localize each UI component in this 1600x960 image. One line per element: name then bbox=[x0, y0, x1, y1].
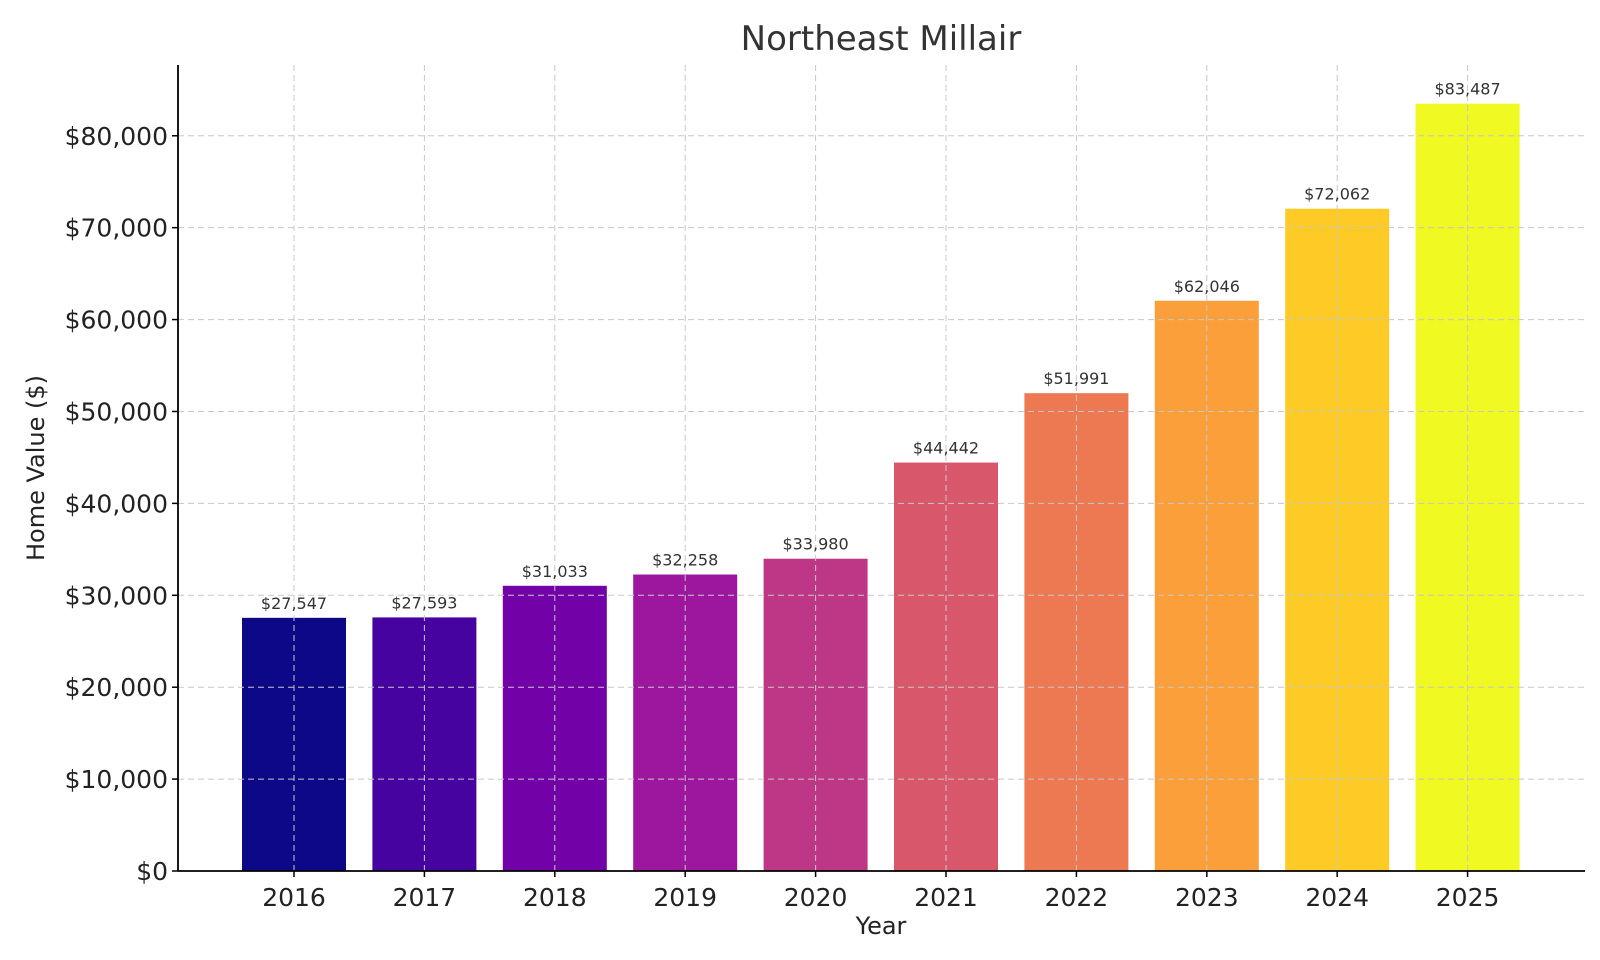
x-tick-label: 2018 bbox=[523, 883, 587, 912]
bar-value-label: $31,033 bbox=[522, 562, 588, 581]
y-tick-label: $80,000 bbox=[65, 122, 168, 151]
axes-layer bbox=[177, 65, 1585, 872]
bar-value-label: $27,593 bbox=[391, 593, 457, 612]
bar-value-label: $33,980 bbox=[783, 535, 849, 554]
bar-value-label: $51,991 bbox=[1043, 369, 1109, 388]
y-tick-label: $50,000 bbox=[65, 397, 168, 426]
x-tick-label: 2016 bbox=[262, 883, 326, 912]
x-tick-label: 2024 bbox=[1305, 883, 1369, 912]
y-tick-label: $40,000 bbox=[65, 489, 168, 518]
x-tick-label: 2022 bbox=[1045, 883, 1109, 912]
y-axis-label: Home Value ($) bbox=[22, 375, 50, 561]
y-tick-label: $70,000 bbox=[65, 214, 168, 243]
y-tick-label: $30,000 bbox=[65, 581, 168, 610]
y-tick-label: $20,000 bbox=[65, 673, 168, 702]
chart-title: Northeast Millair bbox=[741, 19, 1022, 59]
x-ticks: 2016 2017 2018 2019 2020 2021 2022 2023 2024 2025 bbox=[262, 871, 1499, 912]
x-tick-label: 2017 bbox=[393, 883, 457, 912]
bar-value-label: $83,487 bbox=[1435, 80, 1501, 99]
bars-layer bbox=[242, 103, 1520, 872]
y-ticks: $0 $10,000 $20,000 $30,000 $40,000 $50,000 $60… bbox=[65, 122, 178, 886]
bar bbox=[633, 574, 738, 871]
x-tick-label: 2021 bbox=[914, 883, 978, 912]
bar-value-label: $32,258 bbox=[652, 551, 718, 570]
bar-value-label: $72,062 bbox=[1304, 185, 1370, 204]
x-tick-label: 2019 bbox=[653, 883, 717, 912]
x-tick-label: 2020 bbox=[784, 883, 848, 912]
x-tick-label: 2023 bbox=[1175, 883, 1239, 912]
bar-value-label: $62,046 bbox=[1174, 277, 1240, 296]
x-tick-label: 2025 bbox=[1436, 883, 1500, 912]
y-tick-label: $60,000 bbox=[65, 306, 168, 335]
bar-value-label: $44,442 bbox=[913, 439, 979, 458]
bar bbox=[1024, 393, 1129, 871]
y-tick-label: $0 bbox=[136, 857, 168, 886]
grid-layer bbox=[178, 65, 1585, 871]
y-tick-label: $10,000 bbox=[65, 765, 168, 794]
bar-value-label: $27,547 bbox=[261, 594, 327, 613]
x-axis-label: Year bbox=[855, 912, 907, 940]
bar-labels-layer: $27,547 $27,593 $31,033 $32,258 $33,980 $44,4… bbox=[261, 80, 1501, 613]
